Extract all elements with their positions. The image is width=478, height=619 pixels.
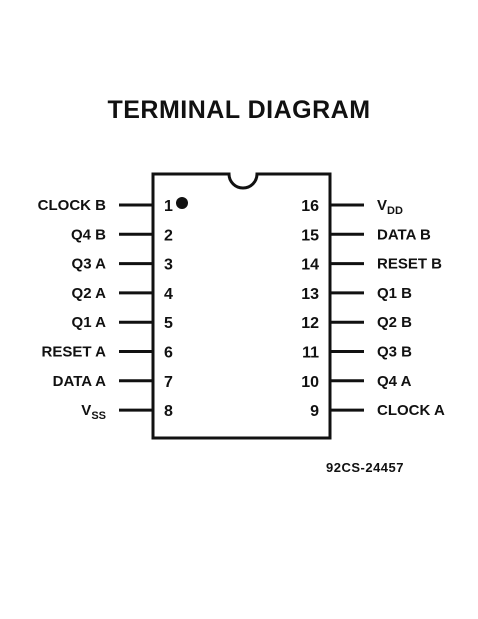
left-pin: 3 Q3 A [72,256,173,274]
pin-number: 15 [301,227,319,244]
left-pin: 5 Q1 A [72,314,173,332]
pin-number: 12 [301,315,319,332]
right-pin: 14 RESET B [301,256,442,274]
pin-number: 10 [301,374,319,391]
pin-number: 2 [164,227,173,244]
pin-label: Q2 B [377,314,412,331]
pin-label: Q4 A [377,373,412,390]
pin-number: 7 [164,374,173,391]
pin-label: RESET B [377,256,442,273]
pin-number: 8 [164,403,173,420]
ic-package-body [151,172,332,440]
left-pin: 8 VSS [81,402,173,422]
pin-number: 14 [301,257,319,274]
pin-label: DATA B [377,226,431,243]
pin-label: Q4 B [71,226,106,243]
diagram-title: TERMINAL DIAGRAM [107,96,371,124]
pin-label: Q2 A [72,285,107,302]
right-pin: 10 Q4 A [301,373,411,391]
pin-number: 13 [301,286,319,303]
right-pin: 9 CLOCK A [310,402,445,420]
pin-number: 1 [164,198,173,215]
pin-number: 6 [164,345,173,362]
pin-label: VSS [81,402,106,422]
pin-number: 3 [164,257,173,274]
pin-number: 16 [301,198,319,215]
left-pin: 1 CLOCK B [38,197,173,215]
pin-label: Q1 B [377,285,412,302]
right-pin: 13 Q1 B [301,285,412,303]
pin-number: 5 [164,315,173,332]
right-pin: 11 Q3 B [302,344,412,362]
left-pin: 2 Q4 B [71,226,173,244]
right-pin: 16 VDD [301,197,403,217]
pin-label: Q3 A [72,256,107,273]
figure-id: 92CS-24457 [326,460,404,475]
left-pin: 7 DATA A [53,373,173,391]
pin-label: VDD [377,197,403,217]
pin-label: Q1 A [72,314,107,331]
pin-label: RESET A [42,344,107,361]
pin-number: 9 [310,403,319,420]
pin-label: DATA A [53,373,106,390]
left-pin: 6 RESET A [42,344,173,362]
pin-label: Q3 B [377,344,412,361]
pin1-indicator-dot [176,197,188,209]
pin-label: CLOCK A [377,402,445,419]
pin-number: 11 [302,345,319,362]
left-pin: 4 Q2 A [72,285,173,303]
pin-label: CLOCK B [38,197,106,214]
right-pin: 15 DATA B [301,226,431,244]
right-pin: 12 Q2 B [301,314,412,332]
pin-number: 4 [164,286,173,303]
